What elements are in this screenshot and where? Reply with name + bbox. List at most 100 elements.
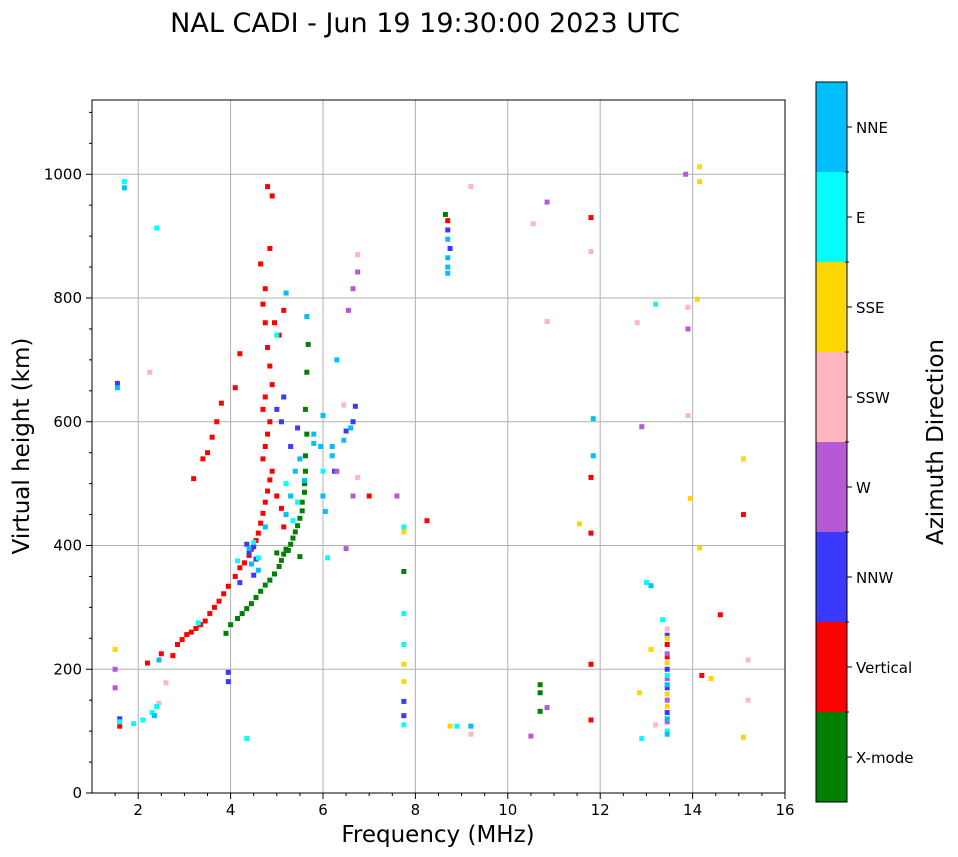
colorbar-label: Azimuth Direction	[923, 339, 949, 545]
data-point	[717, 612, 723, 618]
data-point	[288, 493, 294, 499]
data-point	[262, 286, 268, 292]
data-point	[232, 385, 238, 391]
data-point	[117, 716, 123, 722]
data-point	[260, 301, 266, 307]
data-point	[265, 488, 271, 494]
data-point	[267, 246, 273, 251]
data-point	[274, 550, 280, 556]
data-point	[454, 723, 460, 729]
data-point	[643, 580, 649, 586]
data-point	[262, 582, 268, 588]
data-point	[588, 249, 594, 255]
data-point	[281, 394, 287, 400]
data-point	[664, 654, 670, 660]
data-point	[260, 510, 266, 516]
data-point	[311, 440, 317, 446]
data-point	[445, 264, 451, 270]
data-point	[200, 456, 206, 462]
data-point	[262, 524, 268, 530]
data-point	[683, 171, 689, 177]
data-point	[350, 286, 356, 292]
data-point	[283, 481, 289, 487]
data-point	[295, 499, 301, 505]
data-point	[639, 736, 645, 742]
data-point	[664, 666, 670, 672]
data-point	[302, 468, 308, 474]
data-point	[262, 394, 268, 400]
data-point	[223, 630, 229, 636]
data-point	[537, 708, 543, 714]
data-point	[664, 697, 670, 703]
colorbar: X-mode Vertical NNW W SSW SSE E NNE	[815, 81, 913, 803]
data-point	[258, 588, 264, 594]
data-point	[156, 657, 162, 663]
plot-area-frame	[91, 99, 786, 794]
data-point	[544, 199, 550, 205]
colorbar-segment	[816, 82, 847, 172]
data-point	[117, 719, 123, 725]
data-point	[305, 341, 311, 347]
chart-title: NAL CADI - Jun 19 19:30:00 2023 UTC	[170, 8, 680, 39]
data-point	[278, 505, 284, 511]
data-point	[664, 660, 670, 666]
y-tick-label: 600	[53, 413, 82, 431]
colorbar-tick-label: X-mode	[856, 749, 913, 767]
data-point	[401, 524, 407, 530]
data-point	[276, 564, 282, 570]
data-point	[343, 546, 349, 552]
data-point	[251, 544, 257, 550]
data-point	[292, 468, 298, 474]
data-point	[163, 680, 169, 686]
colorbar-tick-label: SSW	[856, 389, 890, 407]
data-point	[447, 246, 453, 251]
x-axis-ticks: 2 4 6 8 10 12 14 16	[114, 793, 795, 819]
data-point	[140, 717, 146, 723]
data-point	[664, 685, 670, 691]
data-point	[699, 672, 705, 678]
data-point	[295, 523, 301, 529]
data-point	[179, 637, 185, 643]
data-point	[401, 661, 407, 667]
data-point	[664, 632, 670, 638]
data-point	[352, 403, 358, 409]
data-point	[401, 713, 407, 719]
data-point	[445, 227, 451, 233]
data-point	[271, 571, 277, 577]
y-tick-label: 1000	[44, 165, 82, 183]
data-point	[244, 736, 250, 742]
data-point	[283, 512, 289, 518]
data-point	[290, 518, 296, 524]
data-point	[239, 611, 245, 617]
data-point	[251, 539, 257, 545]
data-point	[274, 406, 280, 412]
data-point	[343, 428, 349, 434]
data-point	[697, 545, 703, 551]
data-point	[288, 444, 294, 449]
data-point	[269, 468, 275, 474]
data-point	[355, 269, 361, 275]
data-point	[634, 320, 640, 326]
data-point	[401, 642, 407, 647]
data-point	[302, 481, 308, 487]
y-tick-label: 0	[72, 784, 82, 802]
data-point	[664, 626, 670, 632]
data-point	[174, 642, 180, 647]
data-point	[274, 332, 280, 338]
data-point	[246, 546, 252, 552]
data-point	[740, 456, 746, 462]
data-point	[265, 431, 271, 437]
data-point	[221, 591, 227, 597]
data-point	[588, 661, 594, 667]
data-point	[334, 357, 340, 363]
data-point	[281, 551, 287, 557]
data-point	[193, 625, 199, 631]
data-point	[648, 583, 654, 589]
data-point	[297, 554, 303, 560]
data-point	[445, 255, 451, 261]
data-point	[299, 508, 305, 514]
colorbar-segment	[816, 442, 847, 532]
colorbar-segment	[816, 262, 847, 352]
data-point	[281, 307, 287, 313]
colorbar-segment	[816, 352, 847, 442]
